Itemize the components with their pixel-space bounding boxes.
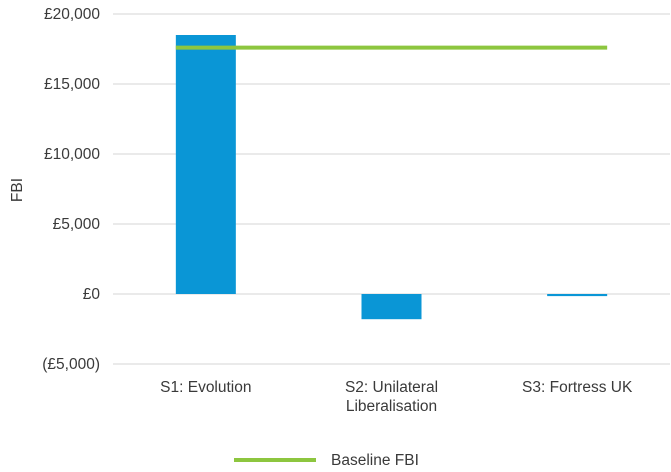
y-axis-label: FBI [9,178,26,202]
bars [175,35,608,320]
y-tick-label: (£5,000) [42,356,100,373]
y-tick-label: £15,000 [44,76,100,93]
y-tick-label: £10,000 [44,146,100,163]
x-tick-label: S2: Unilateral Liberalisation [345,379,438,415]
y-tick-label: £5,000 [53,216,101,233]
x-tick-labels: S1: Evolution S2: Unilateral Liberalisatio… [160,379,633,415]
bar [547,294,608,297]
x-tick-label: S3: Fortress UK [522,379,633,396]
legend-label-baseline: Baseline FBI [331,452,419,469]
bar [175,35,236,294]
x-tick-label: S1: Evolution [160,379,251,396]
y-tick-label: £0 [83,286,101,303]
bar [361,294,422,320]
y-tick-labels: £20,000 £15,000 £10,000 £5,000 £0 (£5,000) [42,6,100,373]
y-tick-label: £20,000 [44,6,100,23]
legend: Baseline FBI [234,452,419,469]
